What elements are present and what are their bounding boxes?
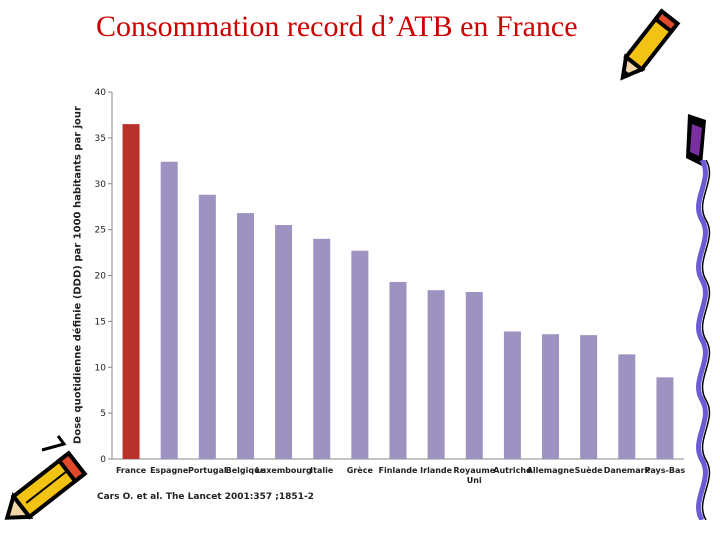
bar-danemark — [618, 354, 636, 459]
y-tick-labels: 0 5 10 15 20 25 30 35 40 — [95, 88, 112, 465]
category-label: France — [116, 466, 147, 475]
y-tick-label: 5 — [100, 409, 106, 419]
bar-portugal — [198, 194, 216, 459]
y-tick-label: 25 — [95, 226, 106, 236]
bar-grèce — [351, 250, 369, 459]
bar-royaume-uni — [465, 292, 483, 459]
category-label: Luxembourg — [255, 466, 312, 475]
squiggle-border-icon — [696, 160, 711, 520]
category-label: Belgique — [226, 466, 266, 475]
category-label: Irlande — [420, 466, 452, 475]
category-label: Italie — [310, 466, 334, 475]
y-tick-label: 10 — [95, 363, 107, 373]
category-label: Uni — [467, 476, 482, 485]
bar-suède — [580, 335, 598, 459]
y-tick-label: 40 — [95, 88, 107, 98]
pencil-icon — [686, 114, 706, 166]
y-tick-label: 0 — [100, 455, 106, 465]
bar-autriche — [503, 331, 521, 459]
category-label: Espagne — [150, 466, 189, 475]
category-label: Autriche — [493, 466, 532, 475]
bar-luxembourg — [275, 225, 293, 459]
category-label: Grèce — [347, 465, 374, 475]
bar-belgique — [236, 213, 254, 459]
category-label: Portugal — [188, 466, 227, 475]
y-tick-label: 35 — [95, 134, 106, 144]
y-tick-label: 30 — [95, 180, 107, 190]
source-citation: Cars O. et al. The Lancet 2001:357 ;1851… — [97, 492, 314, 502]
category-label: Pays-Bas — [645, 466, 686, 475]
y-tick-label: 15 — [95, 317, 106, 327]
bar-pays-bas — [656, 377, 674, 459]
pencil-icon — [620, 8, 681, 81]
category-label: Finlande — [379, 466, 418, 475]
bar-espagne — [160, 161, 178, 460]
bar-france — [122, 124, 140, 460]
bar-italie — [313, 238, 331, 459]
bar-allemagne — [542, 334, 560, 459]
category-label: Suède — [575, 465, 604, 475]
category-label: Allemagne — [527, 466, 575, 475]
y-tick-label: 20 — [95, 272, 107, 282]
category-label: Danemark — [604, 466, 651, 475]
page-title: Consommation record d’ATB en France — [96, 10, 578, 43]
chart-bars — [122, 124, 674, 460]
category-labels: France Espagne PortugalBelgiqueLuxembourgI… — [116, 465, 685, 485]
pencil-icon — [4, 435, 88, 520]
bar-finlande — [389, 281, 407, 459]
bar-irlande — [427, 290, 445, 459]
category-label: Royaume — [453, 466, 495, 475]
